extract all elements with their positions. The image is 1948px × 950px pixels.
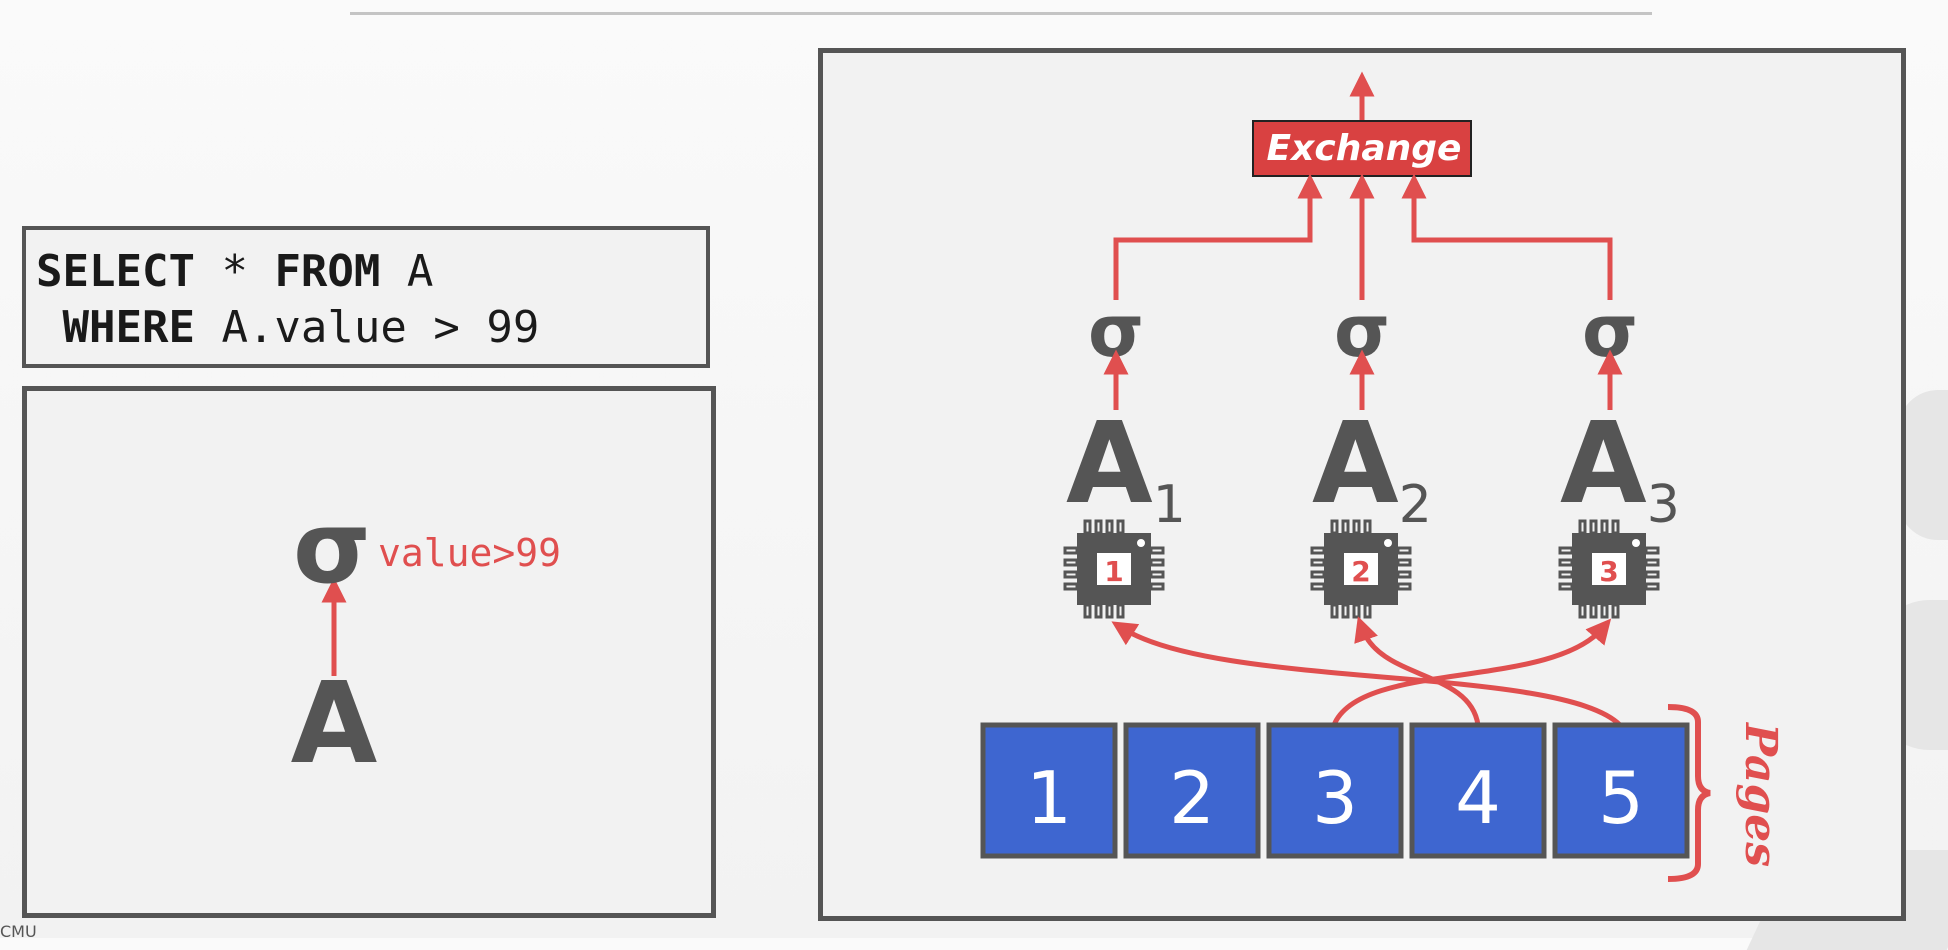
top-rule (350, 12, 1652, 15)
sql-line-where: WHERE A.value > 99 (36, 302, 540, 353)
sigma-operator-1: σ (1088, 289, 1144, 373)
table-partition-name: A (1560, 399, 1647, 529)
cpu-core-3-icon (1558, 519, 1660, 619)
page-assignment-curve-2 (1354, 616, 1481, 726)
where-predicate: A.value > 99 (194, 302, 540, 353)
table-a-label: A (291, 659, 378, 789)
table-partition-2: A2 (1312, 399, 1432, 535)
page-number: 1 (1026, 756, 1072, 840)
cpu-core-1-label: 1 (1104, 555, 1123, 588)
footer-text: CMU (0, 922, 37, 941)
page-number: 4 (1455, 756, 1501, 840)
table-partition-name: A (1066, 399, 1153, 529)
page-number: 3 (1312, 756, 1358, 840)
sigma-operator: σ (293, 489, 371, 606)
pages-row: 1 2 3 4 5 (980, 722, 1690, 859)
pages-label: Pages (1735, 721, 1786, 867)
pages-brace (1667, 704, 1711, 882)
sigma-operator-2: σ (1334, 289, 1390, 373)
cpu-core-1-icon (1063, 519, 1165, 619)
page-box (1123, 722, 1261, 859)
table-partition-1: A1 (1066, 399, 1186, 535)
table-partition-3: A3 (1560, 399, 1680, 535)
exchange-label: Exchange (1267, 128, 1462, 169)
partition-subscript-3: 3 (1647, 475, 1680, 535)
from-table: A (380, 246, 434, 297)
watermark-shape (1898, 390, 1948, 540)
page-box (1552, 722, 1690, 859)
sql-line-select: SELECT * FROM A (36, 247, 433, 297)
partition-subscript-2: 2 (1399, 475, 1432, 535)
partition-subscript-1: 1 (1153, 475, 1186, 535)
page-assignment-curve-3 (1331, 618, 1612, 727)
page-number: 5 (1598, 756, 1644, 840)
cpu-core-3-label: 3 (1599, 555, 1618, 588)
page-box (1266, 722, 1404, 859)
from-keyword: FROM (274, 246, 381, 297)
cpu-core-2-label: 2 (1351, 555, 1370, 588)
sigma-3-to-exchange-arrow (1401, 173, 1613, 300)
table-partition-name: A (1312, 399, 1399, 529)
sigma-operator-3: σ (1582, 289, 1638, 373)
sql-query-box: SELECT * FROM A WHERE A.value > 99 (22, 226, 710, 368)
predicate-label: value>99 (378, 531, 561, 575)
page-assignment-curve-1 (1111, 621, 1622, 727)
exchange-operator (1252, 120, 1472, 177)
page-box (1409, 722, 1547, 859)
sigma-1-to-exchange-arrow (1113, 173, 1323, 300)
logical-plan-box (22, 386, 716, 918)
where-keyword: WHERE (62, 302, 195, 353)
cpu-core-2-icon (1310, 519, 1412, 619)
select-keyword: SELECT (36, 246, 195, 297)
page-number: 2 (1169, 756, 1215, 840)
select-columns: * (194, 246, 275, 297)
page-box (980, 722, 1118, 859)
